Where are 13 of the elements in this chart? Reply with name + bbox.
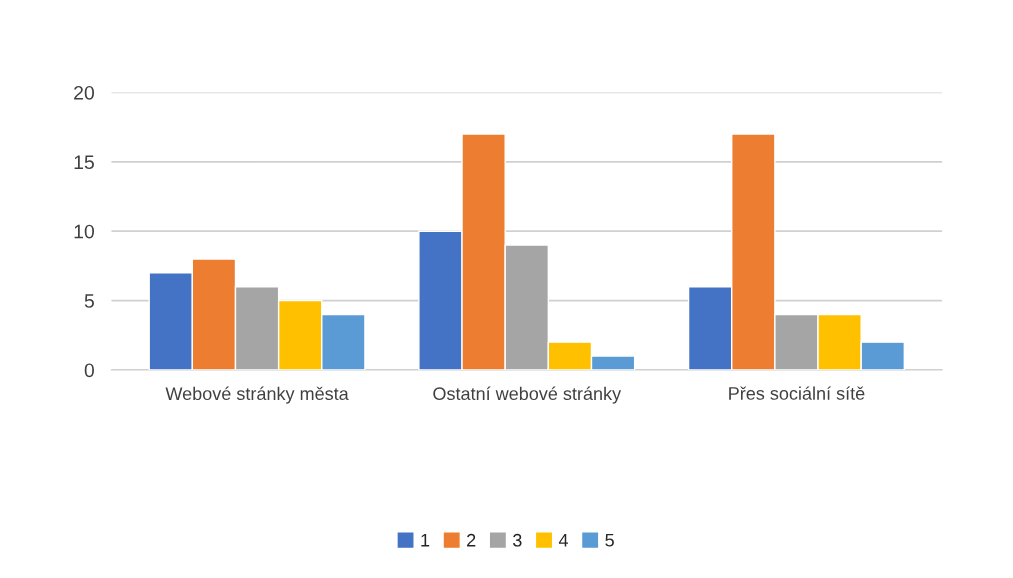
legend-label: 2 <box>467 533 476 547</box>
y-tick-label: 20 <box>74 85 94 100</box>
legend-label: 4 <box>558 534 568 547</box>
y-tick-label: 10 <box>74 224 94 239</box>
legend-label: 3 <box>513 533 522 547</box>
y-tick-label: 0 <box>84 363 94 378</box>
x-tick-label: Přes sociální sítě <box>729 386 865 400</box>
x-tick-label: Ostatní webové stránky <box>433 386 622 404</box>
y-tick-label: 5 <box>84 294 94 308</box>
x-tick-label: Webové stránky města <box>165 386 349 404</box>
y-tick-label: 15 <box>74 155 94 170</box>
legend-label: 1 <box>421 534 430 547</box>
legend-label: 5 <box>605 534 614 547</box>
